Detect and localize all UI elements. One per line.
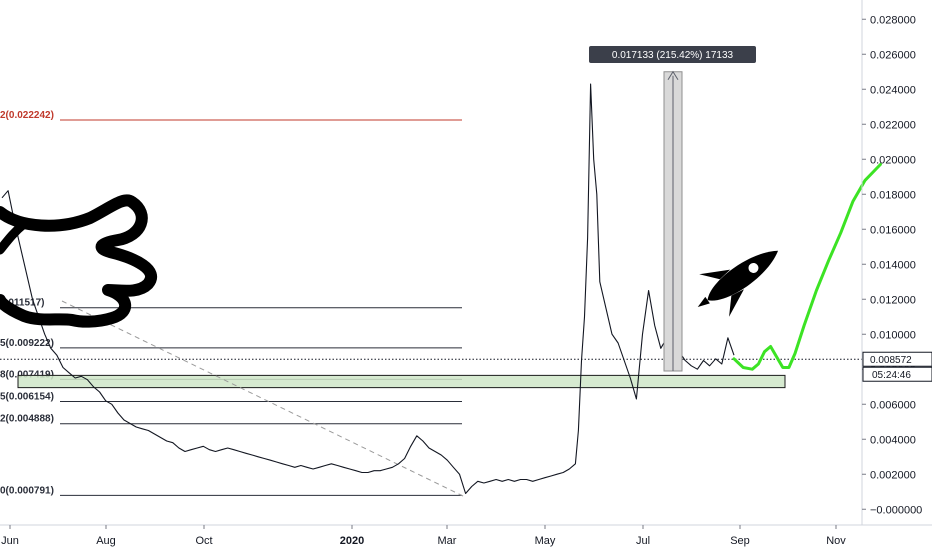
fib-level-label: 2(0.004888) — [0, 414, 54, 425]
price-series-line — [1, 83, 735, 495]
y-tick-label: −0.000000 — [870, 504, 922, 516]
thumbs-up-detail — [0, 219, 29, 255]
last-price-badge — [862, 351, 932, 367]
y-tick-label: 0.004000 — [870, 434, 916, 446]
y-tick-label: 0.024000 — [870, 84, 916, 96]
y-tick-label: 0.016000 — [870, 224, 916, 236]
rocket-exhaust — [697, 296, 710, 307]
y-tick-label: 0.020000 — [870, 154, 916, 166]
y-tick-label: 0.022000 — [870, 119, 916, 131]
rocket-fin-top — [699, 269, 731, 280]
support-zone — [17, 374, 786, 389]
x-tick-label: 2020 — [340, 535, 364, 547]
fib-level-label: 2(0.022242) — [0, 110, 54, 121]
y-tick-label: 0.006000 — [870, 399, 916, 411]
x-tick-label: Jun — [1, 535, 19, 547]
fib-level-label: 0(0.000791) — [0, 485, 54, 496]
x-tick-label: Aug — [96, 535, 116, 547]
countdown-badge — [862, 366, 932, 382]
y-tick-label: 0.018000 — [870, 189, 916, 201]
trend-line — [61, 300, 466, 498]
countdown-label: 05:24:46 — [872, 370, 911, 381]
x-tick-label: May — [535, 535, 556, 547]
last-price-label: 0.008572 — [870, 355, 912, 366]
fib-level-label: 5(0.009222) — [0, 338, 54, 349]
fib-level-label: 0.011517) — [0, 298, 45, 309]
y-tick-label: 0.002000 — [870, 469, 916, 481]
y-tick-label: 0.014000 — [870, 259, 916, 271]
rocket-body — [707, 250, 779, 301]
x-tick-label: Nov — [826, 535, 846, 547]
y-tick-label: 0.028000 — [870, 14, 916, 26]
measure-badge — [589, 46, 756, 63]
y-tick-label: 0.010000 — [870, 329, 916, 341]
fib-level-label: 5(0.006154) — [0, 392, 54, 403]
x-tick-label: Sep — [730, 535, 750, 547]
rocket-window — [748, 262, 759, 273]
projection-path — [732, 163, 882, 371]
measure-badge-label: 0.017133 (215.42%) 17133 — [612, 50, 734, 61]
x-tick-label: Jul — [636, 535, 650, 547]
thumbs-up-icon — [0, 194, 157, 328]
x-tick-label: Oct — [195, 535, 212, 547]
y-tick-label: 0.012000 — [870, 294, 916, 306]
rocket-icon — [697, 250, 779, 317]
x-tick-label: Mar — [438, 535, 457, 547]
measure-arrow-head — [667, 70, 679, 81]
y-tick-label: 0.026000 — [870, 49, 916, 61]
